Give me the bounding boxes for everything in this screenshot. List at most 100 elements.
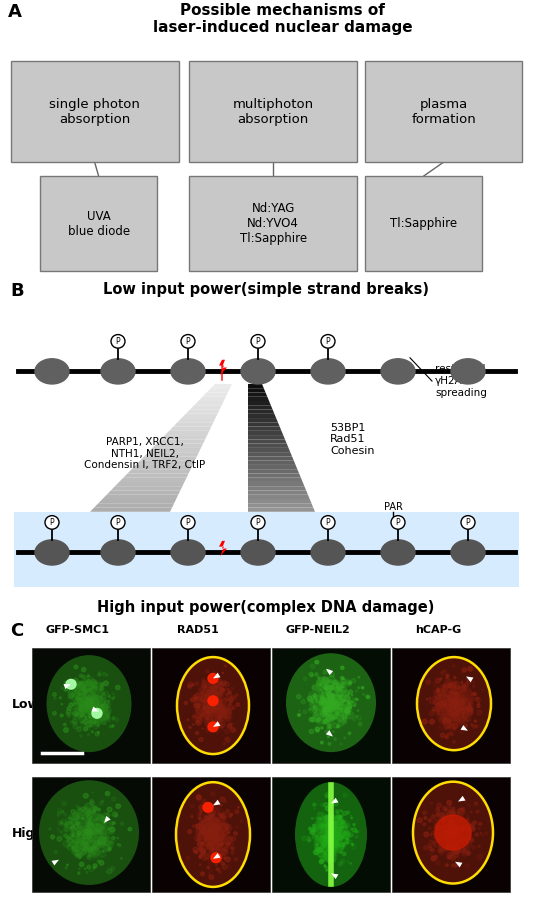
Circle shape xyxy=(469,706,473,711)
Circle shape xyxy=(88,848,92,853)
Circle shape xyxy=(112,812,117,817)
Circle shape xyxy=(74,703,76,704)
Circle shape xyxy=(448,834,450,838)
Circle shape xyxy=(342,821,350,829)
Circle shape xyxy=(447,812,451,816)
Circle shape xyxy=(453,701,456,703)
Circle shape xyxy=(320,832,325,835)
Circle shape xyxy=(342,714,343,716)
Circle shape xyxy=(65,818,73,825)
Circle shape xyxy=(455,692,460,697)
Circle shape xyxy=(453,850,457,855)
Circle shape xyxy=(212,846,219,854)
Circle shape xyxy=(209,831,217,838)
Circle shape xyxy=(88,846,90,848)
Circle shape xyxy=(451,832,456,837)
Circle shape xyxy=(79,693,82,695)
Circle shape xyxy=(200,872,204,876)
Polygon shape xyxy=(104,816,111,823)
Circle shape xyxy=(458,704,461,707)
Circle shape xyxy=(449,702,455,706)
Circle shape xyxy=(451,692,458,699)
Circle shape xyxy=(451,699,456,703)
Circle shape xyxy=(91,845,98,852)
Circle shape xyxy=(101,826,104,830)
Circle shape xyxy=(476,698,477,699)
Circle shape xyxy=(332,694,334,696)
Circle shape xyxy=(440,717,447,725)
Circle shape xyxy=(224,830,230,835)
Circle shape xyxy=(439,693,441,695)
Circle shape xyxy=(208,708,213,713)
Circle shape xyxy=(459,842,464,846)
Polygon shape xyxy=(461,725,468,731)
Circle shape xyxy=(454,820,458,824)
Circle shape xyxy=(95,826,98,829)
Circle shape xyxy=(216,850,222,856)
Circle shape xyxy=(450,702,455,706)
Polygon shape xyxy=(194,401,224,405)
Circle shape xyxy=(341,859,344,863)
Circle shape xyxy=(323,809,329,815)
Circle shape xyxy=(332,716,336,720)
Circle shape xyxy=(454,844,458,847)
Circle shape xyxy=(320,682,326,688)
Circle shape xyxy=(458,860,459,862)
Circle shape xyxy=(219,714,226,721)
Circle shape xyxy=(196,825,198,827)
Circle shape xyxy=(333,682,337,688)
Circle shape xyxy=(456,698,463,705)
Circle shape xyxy=(96,696,102,703)
Circle shape xyxy=(331,832,334,834)
Circle shape xyxy=(228,692,229,694)
Text: P: P xyxy=(256,337,260,346)
Circle shape xyxy=(231,847,232,848)
Circle shape xyxy=(346,692,349,695)
Circle shape xyxy=(342,686,343,688)
Circle shape xyxy=(215,827,217,829)
Circle shape xyxy=(429,847,432,850)
Circle shape xyxy=(328,823,336,831)
Circle shape xyxy=(210,700,214,703)
Circle shape xyxy=(441,702,446,706)
Circle shape xyxy=(91,693,97,700)
Text: single photon
absorption: single photon absorption xyxy=(49,98,140,125)
Circle shape xyxy=(220,814,223,817)
Circle shape xyxy=(336,841,339,844)
Circle shape xyxy=(100,703,105,709)
Circle shape xyxy=(91,696,95,700)
Circle shape xyxy=(80,849,86,855)
Circle shape xyxy=(194,693,200,699)
Circle shape xyxy=(450,850,458,857)
Polygon shape xyxy=(136,461,195,465)
Circle shape xyxy=(332,716,335,719)
Circle shape xyxy=(89,806,96,813)
Circle shape xyxy=(63,823,67,827)
Circle shape xyxy=(449,692,453,696)
Circle shape xyxy=(82,828,88,834)
Circle shape xyxy=(77,843,82,847)
Circle shape xyxy=(209,703,212,706)
Circle shape xyxy=(91,691,95,696)
Circle shape xyxy=(197,820,203,826)
Circle shape xyxy=(86,830,93,835)
Circle shape xyxy=(324,865,326,867)
Circle shape xyxy=(450,702,458,709)
Circle shape xyxy=(330,808,333,811)
Circle shape xyxy=(447,820,453,825)
Circle shape xyxy=(68,845,69,846)
Circle shape xyxy=(329,823,335,829)
Circle shape xyxy=(469,836,472,840)
Circle shape xyxy=(325,866,327,868)
Circle shape xyxy=(324,706,330,712)
Text: P: P xyxy=(256,518,260,527)
Circle shape xyxy=(442,687,446,691)
Circle shape xyxy=(328,834,336,841)
Circle shape xyxy=(324,834,330,839)
Circle shape xyxy=(330,835,334,840)
Circle shape xyxy=(210,705,215,711)
Circle shape xyxy=(223,709,228,714)
Circle shape xyxy=(470,694,471,695)
Circle shape xyxy=(335,687,341,692)
Circle shape xyxy=(439,703,445,709)
